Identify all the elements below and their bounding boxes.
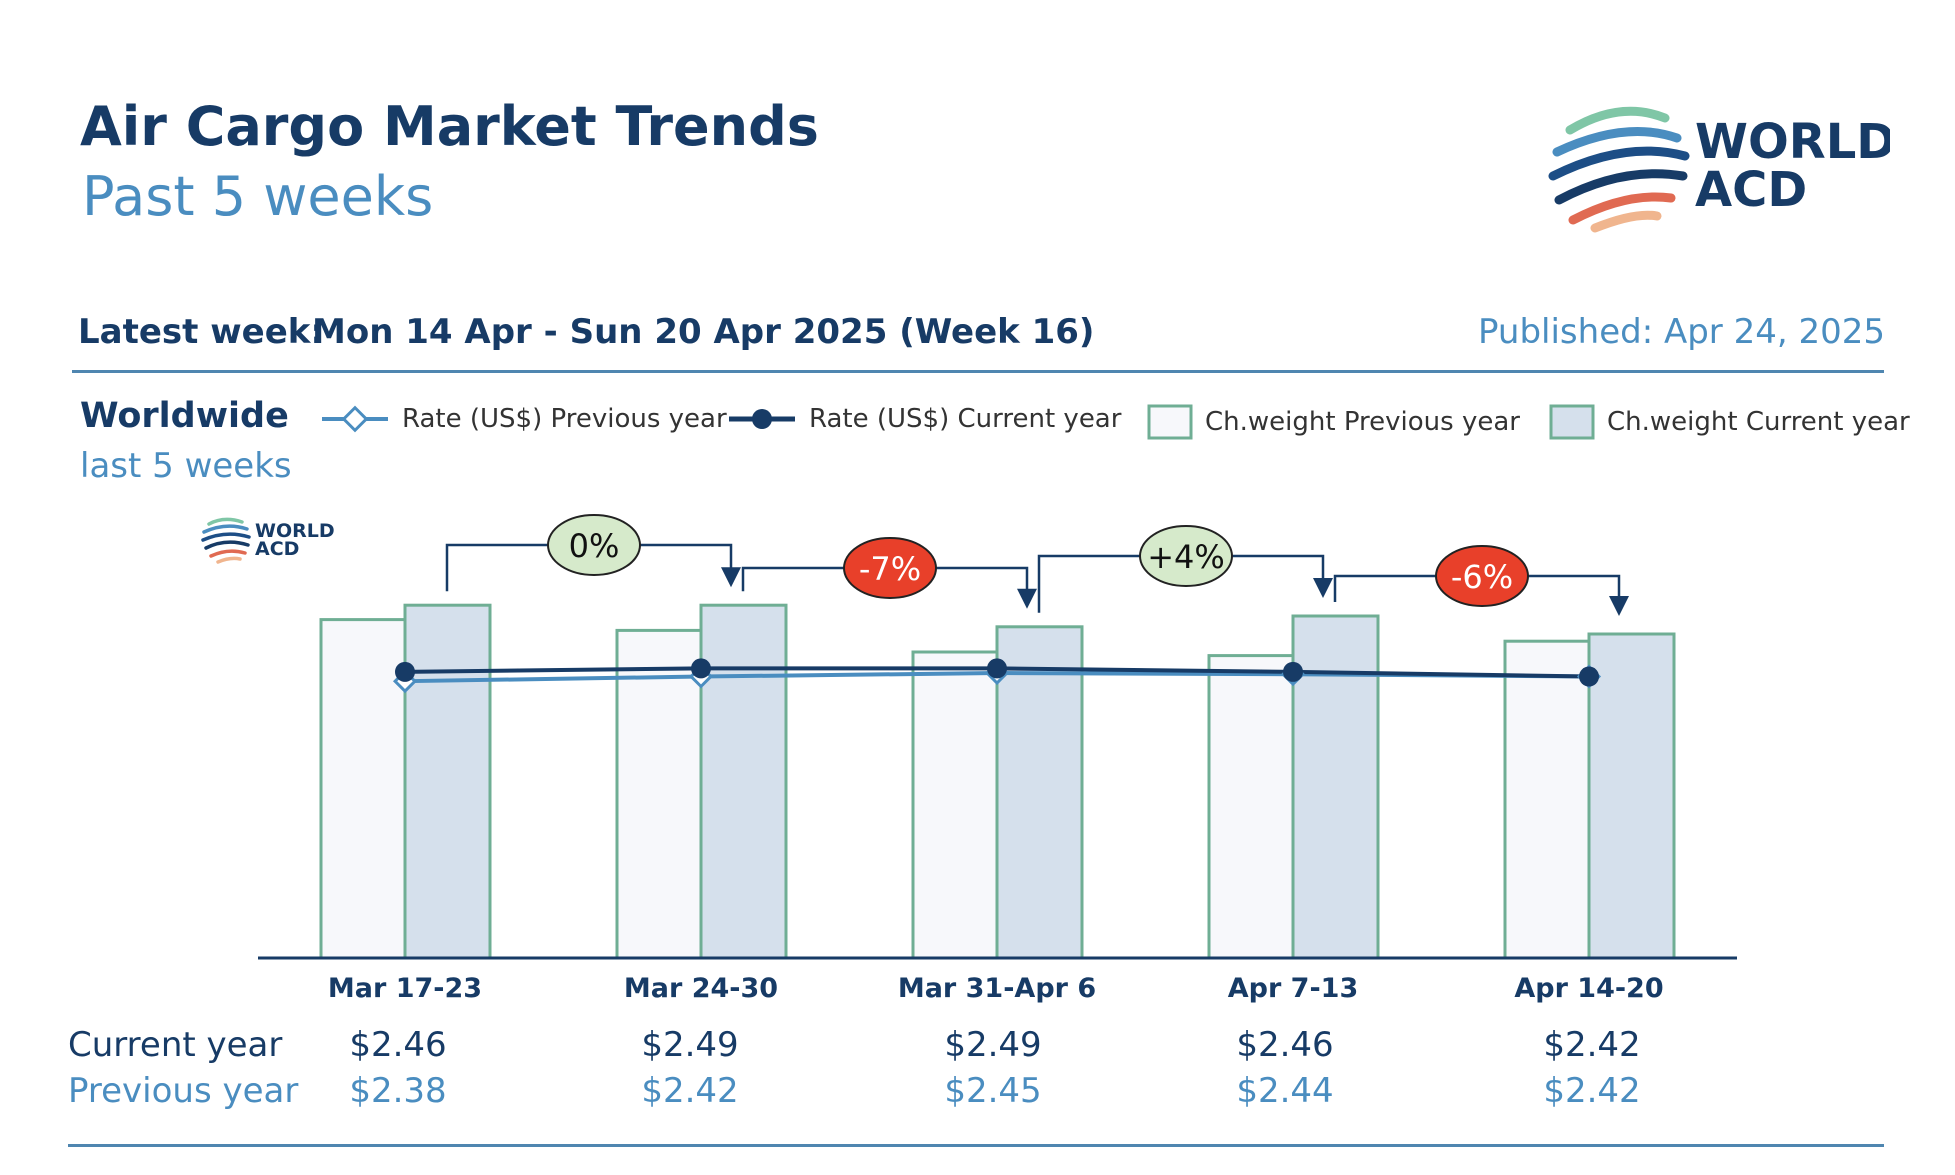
table-previous-label: Previous year: [68, 1071, 299, 1111]
x-tick-label: Apr 7-13: [1228, 973, 1359, 1004]
table-cell-previous: $2.42: [641, 1071, 739, 1111]
bar-weight-current: [1587, 632, 1676, 960]
point-rate-current: [1283, 661, 1303, 682]
logo-swoosh-icon: [1590, 210, 1662, 233]
table-current-label: Current year: [68, 1025, 283, 1065]
legend-label: Rate (US$) Current year: [809, 404, 1122, 434]
bar-weight-previous: [1503, 639, 1592, 960]
table-cell-previous: $2.44: [1236, 1071, 1334, 1111]
legend-line-dot-icon: [729, 409, 795, 429]
point-rate-current: [395, 661, 415, 682]
point-rate-current: [987, 658, 1007, 679]
change-badge-label: -6%: [1451, 558, 1513, 596]
table-cell-previous: $2.42: [1543, 1071, 1641, 1111]
change-badge-label: 0%: [569, 527, 620, 565]
bar-weight-previous: [1207, 654, 1296, 960]
watermark-text-line1: WORLD: [255, 520, 335, 542]
table-cell-current: $2.46: [1236, 1025, 1334, 1065]
table-cell-current: $2.49: [641, 1025, 739, 1065]
table-cell-current: $2.49: [944, 1025, 1042, 1065]
legend-box-icon: [1147, 404, 1193, 440]
logo-swoosh-icon: [1568, 192, 1676, 225]
world-acd-logo: WORLD ACD: [1548, 106, 1890, 233]
logo-swoosh-icon: [1554, 169, 1688, 205]
watermark-text-line2: ACD: [255, 538, 299, 560]
latest-week-label: Latest week:: [78, 312, 324, 352]
page-title: Air Cargo Market Trends: [80, 95, 819, 158]
logo-text-line2: ACD: [1695, 162, 1807, 218]
legend-rate-current: Rate (US$) Current year: [727, 404, 1121, 434]
point-rate-current: [691, 658, 711, 679]
bar-weight-current: [1291, 614, 1380, 960]
latest-week-value: Mon 14 Apr - Sun 20 Apr 2025 (Week 16): [312, 312, 1095, 352]
bar-weight-previous: [911, 650, 1000, 960]
table-cell-current: $2.46: [349, 1025, 447, 1065]
chart: WORLD ACD 0% -7% +4% -6% Mar 17-23 Mar 24-30…: [201, 514, 1737, 1004]
change-badge-label: -7%: [859, 550, 921, 588]
bar-weight-current: [995, 625, 1084, 960]
legend-rate-previous: Rate (US$) Previous year: [320, 404, 727, 434]
change-arrow-icon: [1017, 588, 1037, 609]
legend-weight-previous: Ch.weight Previous year: [1147, 404, 1520, 440]
page-subtitle: Past 5 weeks: [82, 165, 434, 228]
logo-swoosh-icon: [1548, 146, 1690, 181]
x-tick-label: Mar 31-Apr 6: [898, 973, 1096, 1004]
published-date: Published: Apr 24, 2025: [1478, 312, 1885, 352]
footer-divider: [68, 1144, 1884, 1147]
change-badge: [1435, 545, 1529, 607]
bar-weight-current: [699, 603, 788, 960]
change-badge: [843, 537, 937, 599]
change-badge-label: +4%: [1147, 538, 1225, 576]
change-arrow-icon: [721, 567, 741, 588]
change-badge: [547, 514, 641, 576]
bar-weight-previous: [319, 618, 408, 960]
legend-line-diamond-icon: [322, 405, 388, 433]
change-badge: [1139, 525, 1233, 587]
bar-weight-current: [403, 603, 492, 960]
logo-swoosh-icon: [1552, 127, 1682, 157]
legend-box-filled-icon: [1549, 404, 1595, 440]
chart-watermark-logo: WORLD ACD: [201, 517, 335, 564]
legend-label: Ch.weight Current year: [1607, 407, 1910, 437]
table-cell-current: $2.42: [1543, 1025, 1641, 1065]
region-name: Worldwide: [80, 396, 289, 436]
table-cell-previous: $2.38: [349, 1071, 447, 1111]
legend-label: Rate (US$) Previous year: [402, 404, 727, 434]
logo-text-line1: WORLD: [1695, 114, 1890, 170]
table-cell-previous: $2.45: [944, 1071, 1042, 1111]
x-tick-label: Mar 24-30: [624, 973, 778, 1004]
change-arrow-icon: [1609, 596, 1629, 616]
x-tick-label: Mar 17-23: [328, 973, 482, 1004]
change-arrow-icon: [1313, 578, 1333, 598]
x-tick-label: Apr 14-20: [1514, 973, 1663, 1004]
point-rate-current: [1579, 666, 1599, 687]
logo-swoosh-icon: [1565, 106, 1670, 135]
legend-label: Ch.weight Previous year: [1205, 407, 1520, 437]
region-period: last 5 weeks: [80, 446, 292, 486]
bar-weight-previous: [615, 628, 704, 960]
header-divider: [72, 370, 1884, 373]
legend-weight-current: Ch.weight Current year: [1549, 404, 1910, 440]
